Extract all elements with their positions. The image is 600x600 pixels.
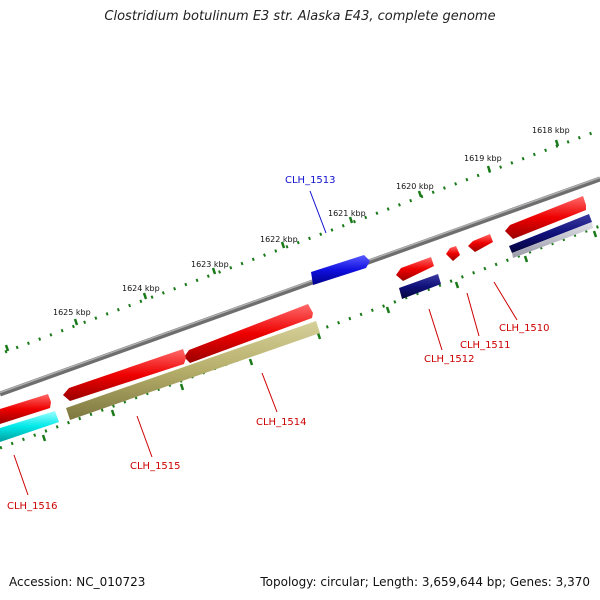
gene-labels: CLH_1513 CLH_1510 CLH_1511 CLH_1512 CLH_… — [7, 175, 550, 512]
gene-clh-1516[interactable] — [0, 394, 51, 424]
gene-clh-1514[interactable] — [184, 304, 313, 363]
gene-label-clh-1512: CLH_1512 — [424, 354, 475, 365]
outer-scale-track — [4, 128, 600, 354]
gene-clh-1515[interactable] — [63, 349, 186, 401]
gene-label-clh-1510: CLH_1510 — [499, 323, 550, 334]
kbp-label: 1620 kbp — [396, 182, 434, 191]
backbone-highlight — [0, 176, 600, 394]
gene-label-clh-1513: CLH_1513 — [285, 175, 336, 186]
kbp-label: 1619 kbp — [464, 154, 502, 163]
map-title: Clostridium botulinum E3 str. Alaska E43… — [104, 9, 496, 24]
inner-major-ticks — [41, 230, 598, 442]
feature-grey-bar[interactable] — [512, 222, 593, 258]
kbp-label: 1625 kbp — [53, 308, 91, 317]
gene-clh-1513[interactable] — [311, 255, 370, 285]
gene-label-clh-1511: CLH_1511 — [460, 340, 511, 351]
feature-olive-bar[interactable] — [66, 321, 320, 420]
kbp-labels: 1618 kbp 1619 kbp 1620 kbp 1621 kbp 1622… — [53, 126, 570, 317]
kbp-label: 1624 kbp — [122, 284, 160, 293]
gene-clh-1511[interactable] — [468, 234, 493, 252]
kbp-label: 1621 kbp — [328, 209, 366, 218]
outer-major-ticks — [4, 139, 560, 352]
feature-navy-bar[interactable] — [509, 214, 592, 253]
leader-lines — [13, 190, 518, 496]
gene-label-clh-1516: CLH_1516 — [7, 501, 58, 512]
accession-text: Accession: NC_010723 — [9, 575, 146, 589]
kbp-label: 1618 kbp — [532, 126, 570, 135]
gene-clh-1510[interactable] — [505, 196, 586, 239]
feature-navy-bar[interactable] — [399, 274, 441, 299]
genome-backbone — [0, 176, 600, 397]
feature-cyan-bar[interactable] — [0, 411, 59, 442]
kbp-label: 1623 kbp — [191, 260, 229, 269]
kbp-label: 1622 kbp — [260, 235, 298, 244]
feature-track — [0, 214, 593, 442]
gene-label-clh-1515: CLH_1515 — [130, 461, 181, 472]
reverse-genes — [0, 196, 586, 424]
genome-summary-text: Topology: circular; Length: 3,659,644 bp… — [260, 575, 590, 589]
gene-part[interactable] — [446, 246, 460, 261]
gene-clh-1512[interactable] — [396, 257, 434, 281]
gene-label-clh-1514: CLH_1514 — [256, 417, 307, 428]
